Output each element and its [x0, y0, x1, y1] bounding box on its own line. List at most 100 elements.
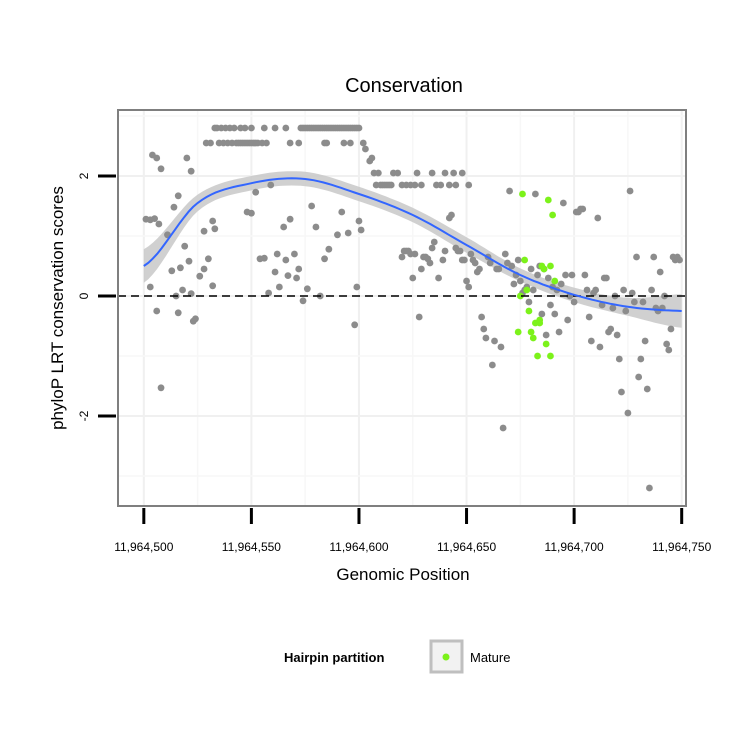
data-point-other [628, 289, 636, 297]
data-point-other [579, 205, 587, 213]
data-point-other [353, 283, 361, 291]
y-tick-label: 2 [77, 172, 91, 179]
data-point-mature [514, 328, 522, 336]
plot-border [117, 109, 687, 507]
data-point-other [291, 250, 298, 258]
data-point-other [615, 355, 623, 363]
data-point-other [587, 337, 595, 345]
data-point-other [527, 265, 535, 273]
data-point-other [282, 124, 290, 132]
data-point-other [394, 169, 402, 177]
data-point-other [293, 274, 300, 282]
data-point-mature [521, 256, 529, 264]
data-point-mature [529, 334, 537, 342]
data-point-other [308, 202, 316, 210]
data-point-mature [516, 292, 524, 300]
data-point-other [639, 298, 647, 306]
data-point-other [295, 265, 303, 273]
data-point-other [501, 250, 509, 258]
data-point-other [153, 307, 161, 315]
data-point-other [323, 139, 331, 147]
data-point-other [374, 169, 382, 177]
data-point-other [555, 328, 563, 336]
data-point-other [351, 321, 359, 329]
data-point-mature [551, 277, 559, 285]
data-point-other [648, 286, 655, 294]
legend-title: Hairpin partition [284, 650, 384, 665]
data-point-other [146, 283, 154, 291]
data-point-other [559, 199, 567, 207]
data-point-other [185, 257, 193, 265]
data-point-other [488, 361, 496, 369]
chart-title: Conservation [345, 75, 463, 97]
data-point-other [260, 254, 268, 262]
data-point-other [411, 250, 419, 258]
data-point-other [196, 272, 204, 280]
data-point-other [531, 190, 539, 198]
data-point-other [510, 280, 518, 288]
data-point-other [471, 259, 479, 267]
ribbon-layer [143, 171, 682, 328]
data-point-other [273, 250, 281, 258]
data-point-other [157, 384, 165, 392]
data-point-other [303, 285, 311, 293]
x-tick-label: 11,964,700 [545, 540, 604, 554]
data-point-other [247, 209, 255, 217]
data-point-mature [536, 319, 544, 327]
data-point-other [450, 169, 458, 177]
data-point-other [428, 244, 436, 252]
points-other [142, 124, 683, 492]
data-point-other [465, 181, 473, 189]
data-point-other [409, 274, 417, 282]
data-point-other [495, 265, 503, 273]
data-point-mature [549, 211, 557, 219]
data-point-other [260, 124, 268, 132]
data-point-other [676, 256, 683, 264]
data-point-other [387, 181, 395, 189]
data-point-other [211, 225, 219, 233]
data-point-other [650, 253, 658, 261]
data-point-other [551, 310, 559, 318]
data-point-other [168, 267, 176, 275]
data-point-other [267, 181, 275, 189]
data-point-other [181, 242, 189, 250]
data-point-other [622, 307, 630, 315]
data-point-other [452, 181, 460, 189]
data-point-other [439, 256, 447, 264]
data-point-other [476, 265, 483, 273]
data-point-other [204, 255, 212, 263]
data-point-other [529, 286, 537, 294]
data-point-other [448, 211, 455, 219]
data-point-other [514, 256, 522, 264]
x-tick-label: 11,964,600 [329, 540, 388, 554]
data-point-other [192, 315, 199, 323]
data-point-other [187, 167, 195, 175]
smooth-layer [143, 177, 682, 312]
data-point-other [209, 217, 217, 225]
data-point-other [542, 331, 550, 339]
data-point-other [568, 271, 576, 279]
x-axis-title: Genomic Position [336, 565, 469, 584]
data-point-other [207, 139, 214, 147]
data-point-other [456, 247, 464, 255]
data-point-other [544, 274, 552, 282]
y-tick-label: 0 [77, 292, 91, 299]
data-point-other [592, 286, 600, 294]
data-point-other [441, 169, 449, 177]
x-tick-label: 11,964,550 [222, 540, 281, 554]
data-point-other [295, 139, 303, 147]
data-point-other [641, 337, 649, 345]
data-point-other [506, 187, 513, 195]
x-tick-label: 11,964,500 [114, 540, 173, 554]
data-point-other [325, 245, 333, 253]
data-point-other [263, 139, 270, 147]
data-point-other [486, 259, 494, 267]
data-point-mature [527, 328, 535, 336]
data-point-other [525, 298, 533, 306]
data-point-other [665, 346, 673, 354]
x-tick-label: 11,964,650 [437, 540, 496, 554]
data-point-other [613, 331, 621, 339]
data-point-other [241, 124, 249, 132]
legend-key-mature [442, 653, 450, 661]
data-point-other [460, 256, 468, 264]
